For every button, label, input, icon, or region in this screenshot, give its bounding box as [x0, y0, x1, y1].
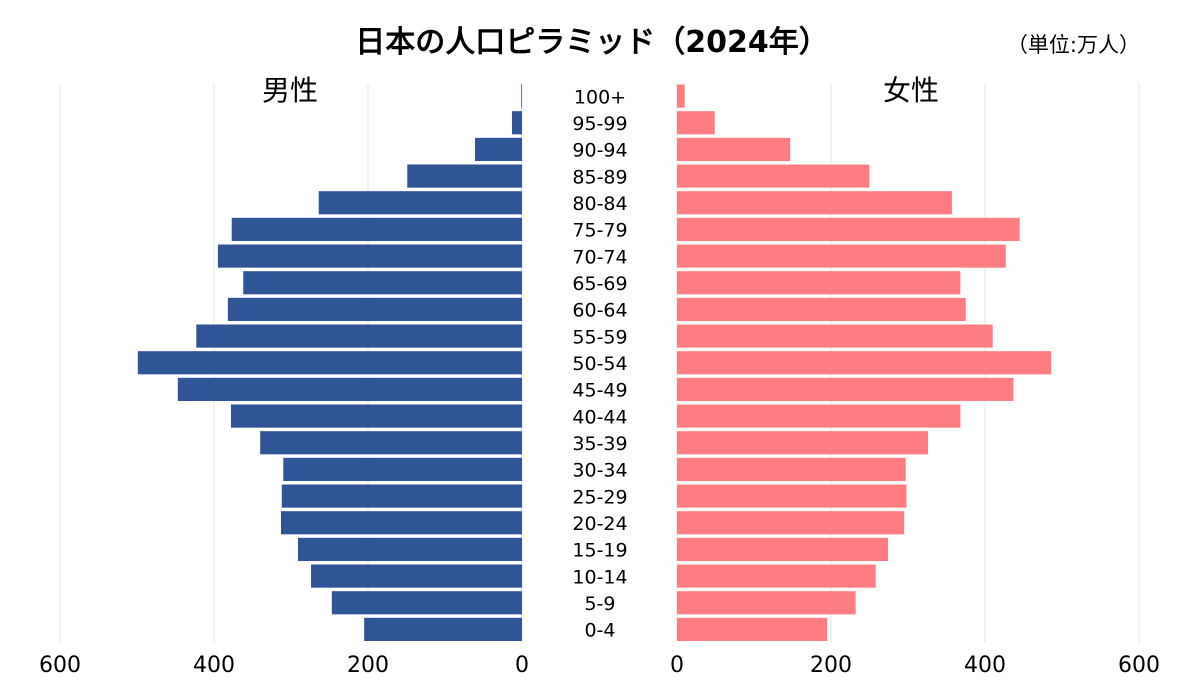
- bar-female: [677, 297, 966, 321]
- age-label: 95-99: [572, 113, 627, 135]
- x-tick-label-left: 0: [515, 653, 529, 678]
- bar-male: [283, 457, 522, 481]
- bar-male: [331, 591, 522, 615]
- legend-female: 女性: [883, 74, 939, 107]
- bar-male: [177, 377, 522, 401]
- bar-male: [511, 111, 522, 135]
- age-label: 80-84: [572, 193, 627, 215]
- age-label: 50-54: [572, 353, 627, 375]
- bar-male: [217, 244, 522, 268]
- x-tick-label-right: 200: [810, 653, 852, 678]
- age-label: 45-49: [572, 380, 627, 402]
- legend-male: 男性: [262, 74, 318, 107]
- age-labels: 100+ 95-99 90-94 85-89 80-84 75-79 70-74 65-69 6…: [572, 86, 627, 641]
- age-label: 15-19: [572, 540, 627, 562]
- age-label: 75-79: [572, 220, 627, 242]
- bar-female: [677, 404, 961, 428]
- age-label: 10-14: [572, 566, 627, 588]
- bar-male: [280, 511, 522, 535]
- x-tick-label-right: 600: [1118, 653, 1160, 678]
- bar-female: [677, 191, 952, 215]
- bar-male: [137, 351, 522, 375]
- bar-male: [407, 164, 522, 188]
- bar-male: [227, 297, 523, 321]
- bar-female: [677, 377, 1014, 401]
- bar-male: [318, 191, 522, 215]
- bar-female: [677, 111, 715, 135]
- x-tick-label-left: 200: [347, 653, 389, 678]
- age-label: 5-9: [584, 593, 615, 615]
- bars: [137, 84, 1052, 641]
- bar-female: [677, 457, 906, 481]
- bar-male: [231, 217, 522, 241]
- bar-female: [677, 164, 870, 188]
- bar-female: [677, 431, 929, 455]
- bar-male: [475, 137, 522, 161]
- bar-female: [677, 84, 685, 108]
- bar-male: [521, 84, 522, 108]
- bar-female: [677, 137, 791, 161]
- bar-male: [243, 271, 522, 295]
- age-label: 100+: [574, 86, 626, 108]
- bar-male: [297, 537, 522, 561]
- x-tick-label-left: 600: [39, 653, 81, 678]
- unit-note: （単位:万人）: [1007, 33, 1140, 57]
- bar-female: [677, 244, 1006, 268]
- bar-female: [677, 511, 905, 535]
- age-label: 85-89: [572, 166, 627, 188]
- bar-female: [677, 351, 1052, 375]
- age-label: 30-34: [572, 460, 627, 482]
- bar-male: [281, 484, 522, 508]
- bar-male: [230, 404, 522, 428]
- bar-female: [677, 537, 888, 561]
- age-label: 65-69: [572, 273, 627, 295]
- x-tick-label-left: 400: [193, 653, 235, 678]
- age-label: 20-24: [572, 513, 627, 535]
- age-label: 90-94: [572, 140, 627, 162]
- chart-title: 日本の人口ピラミッド（2024年）: [355, 25, 829, 60]
- age-label: 55-59: [572, 326, 627, 348]
- age-label: 25-29: [572, 486, 627, 508]
- age-label: 60-64: [572, 300, 627, 322]
- x-tick-label-right: 0: [670, 653, 684, 678]
- bar-male: [364, 617, 522, 641]
- bar-female: [677, 564, 876, 588]
- age-label: 35-39: [572, 433, 627, 455]
- bar-female: [677, 271, 961, 295]
- bar-female: [677, 617, 828, 641]
- age-label: 70-74: [572, 246, 627, 268]
- bar-male: [260, 431, 522, 455]
- x-tick-labels: 0 0 200 200 400 400 600 600: [39, 653, 1160, 678]
- bar-male: [311, 564, 522, 588]
- age-label: 40-44: [572, 406, 627, 428]
- age-label: 0-4: [584, 620, 615, 642]
- bar-female: [677, 324, 993, 348]
- bar-male: [196, 324, 523, 348]
- bar-female: [677, 484, 907, 508]
- x-tick-label-right: 400: [964, 653, 1006, 678]
- bar-female: [677, 591, 856, 615]
- bar-female: [677, 217, 1020, 241]
